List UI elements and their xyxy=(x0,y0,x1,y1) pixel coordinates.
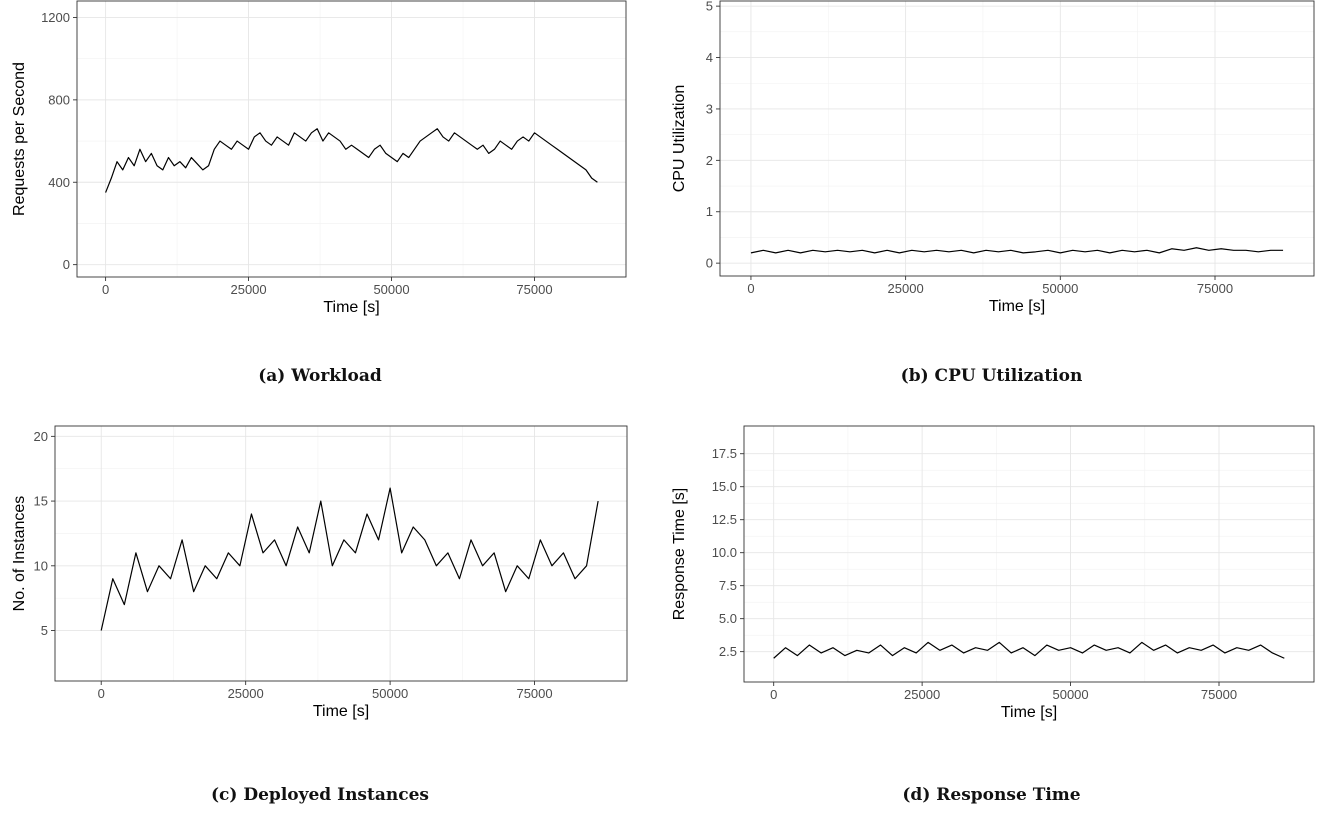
x-tick-label: 0 xyxy=(747,281,754,296)
y-tick-label: 0 xyxy=(706,256,713,271)
series-line xyxy=(105,128,598,193)
workload-plot: 0 25000 50000 75000 0 400 800 1200 Time [s] Reque… xyxy=(11,0,627,316)
y-tick-label: 5.0 xyxy=(719,611,737,626)
x-axis-label: Time [s] xyxy=(1001,704,1057,721)
y-tick-label: 12.5 xyxy=(712,512,737,527)
caption: (a) Workload xyxy=(258,366,382,386)
x-axis-label: Time [s] xyxy=(989,298,1045,315)
x-tick-label: 25000 xyxy=(230,282,266,297)
y-tick-label: 5 xyxy=(706,0,713,14)
chart-panel-response-time: 0 25000 50000 75000 2.5 5.0 7.5 10.0 12.5 15.0 17.… xyxy=(660,420,1323,816)
y-tick-label: 20 xyxy=(34,429,48,444)
x-tick-label: 50000 xyxy=(1052,687,1088,702)
y-tick-label: 15 xyxy=(34,494,48,509)
y-axis-label: No. of Instances xyxy=(11,496,28,612)
chart-panel-cpu-utilization: 0 25000 50000 75000 0 1 2 3 4 5 Time [s] CPU Utiliz… xyxy=(660,0,1323,400)
y-tick-label: 4 xyxy=(706,50,713,65)
x-tick-label: 25000 xyxy=(904,687,940,702)
y-tick-label: 15.0 xyxy=(712,479,737,494)
y-tick-label: 1200 xyxy=(41,10,70,25)
plot-border xyxy=(54,425,628,682)
y-tick-label: 2 xyxy=(706,153,713,168)
plot-border xyxy=(719,0,1315,277)
y-axis-label: Requests per Second xyxy=(11,62,28,216)
x-tick-label: 25000 xyxy=(888,281,924,296)
y-tick-label: 7.5 xyxy=(719,578,737,593)
y-tick-label: 10.0 xyxy=(712,545,737,560)
x-tick-label: 75000 xyxy=(516,686,552,701)
y-axis-label: CPU Utilization xyxy=(671,85,688,193)
series-line xyxy=(750,247,1284,254)
y-tick-label: 2.5 xyxy=(719,644,737,659)
y-tick-label: 17.5 xyxy=(712,446,737,461)
grid xyxy=(720,1,1314,276)
grid xyxy=(55,426,627,681)
y-tick-label: 800 xyxy=(48,92,70,107)
grid xyxy=(77,1,626,277)
y-axis-label: Response Time [s] xyxy=(671,488,688,621)
deployed-instances-plot: 0 25000 50000 75000 5 10 15 20 Time [s] No. of In… xyxy=(11,425,628,720)
caption: (c) Deployed Instances xyxy=(211,785,429,805)
x-tick-label: 0 xyxy=(98,686,105,701)
x-tick-label: 50000 xyxy=(372,686,408,701)
x-tick-label: 0 xyxy=(102,282,109,297)
plot-border xyxy=(76,0,627,278)
y-tick-label: 3 xyxy=(706,101,713,116)
y-tick-label: 10 xyxy=(34,558,48,573)
x-tick-label: 75000 xyxy=(1197,281,1233,296)
response-time-plot: 0 25000 50000 75000 2.5 5.0 7.5 10.0 12.5 15.0 17.… xyxy=(671,425,1315,721)
x-tick-label: 75000 xyxy=(1201,687,1237,702)
cpu-utilization-plot: 0 25000 50000 75000 0 1 2 3 4 5 Time [s] CPU Utiliz… xyxy=(671,0,1315,315)
y-tick-label: 0 xyxy=(63,257,70,272)
x-tick-label: 50000 xyxy=(373,282,409,297)
x-tick-label: 25000 xyxy=(228,686,264,701)
y-tick-label: 5 xyxy=(41,623,48,638)
x-axis-label: Time [s] xyxy=(313,703,369,720)
grid xyxy=(744,426,1314,682)
plot-border xyxy=(743,425,1315,683)
x-axis-label: Time [s] xyxy=(323,299,379,316)
chart-panel-deployed-instances: 0 25000 50000 75000 5 10 15 20 Time [s] No. of In… xyxy=(0,420,640,816)
y-tick-label: 400 xyxy=(48,175,70,190)
caption: (b) CPU Utilization xyxy=(900,366,1083,386)
x-tick-label: 50000 xyxy=(1042,281,1078,296)
chart-panel-workload: 0 25000 50000 75000 0 400 800 1200 Time [s] Reque… xyxy=(0,0,640,400)
x-tick-label: 75000 xyxy=(516,282,552,297)
x-tick-label: 0 xyxy=(770,687,777,702)
y-tick-label: 1 xyxy=(706,204,713,219)
series-line xyxy=(773,641,1285,659)
series-line xyxy=(100,487,599,631)
caption: (d) Response Time xyxy=(902,785,1081,805)
